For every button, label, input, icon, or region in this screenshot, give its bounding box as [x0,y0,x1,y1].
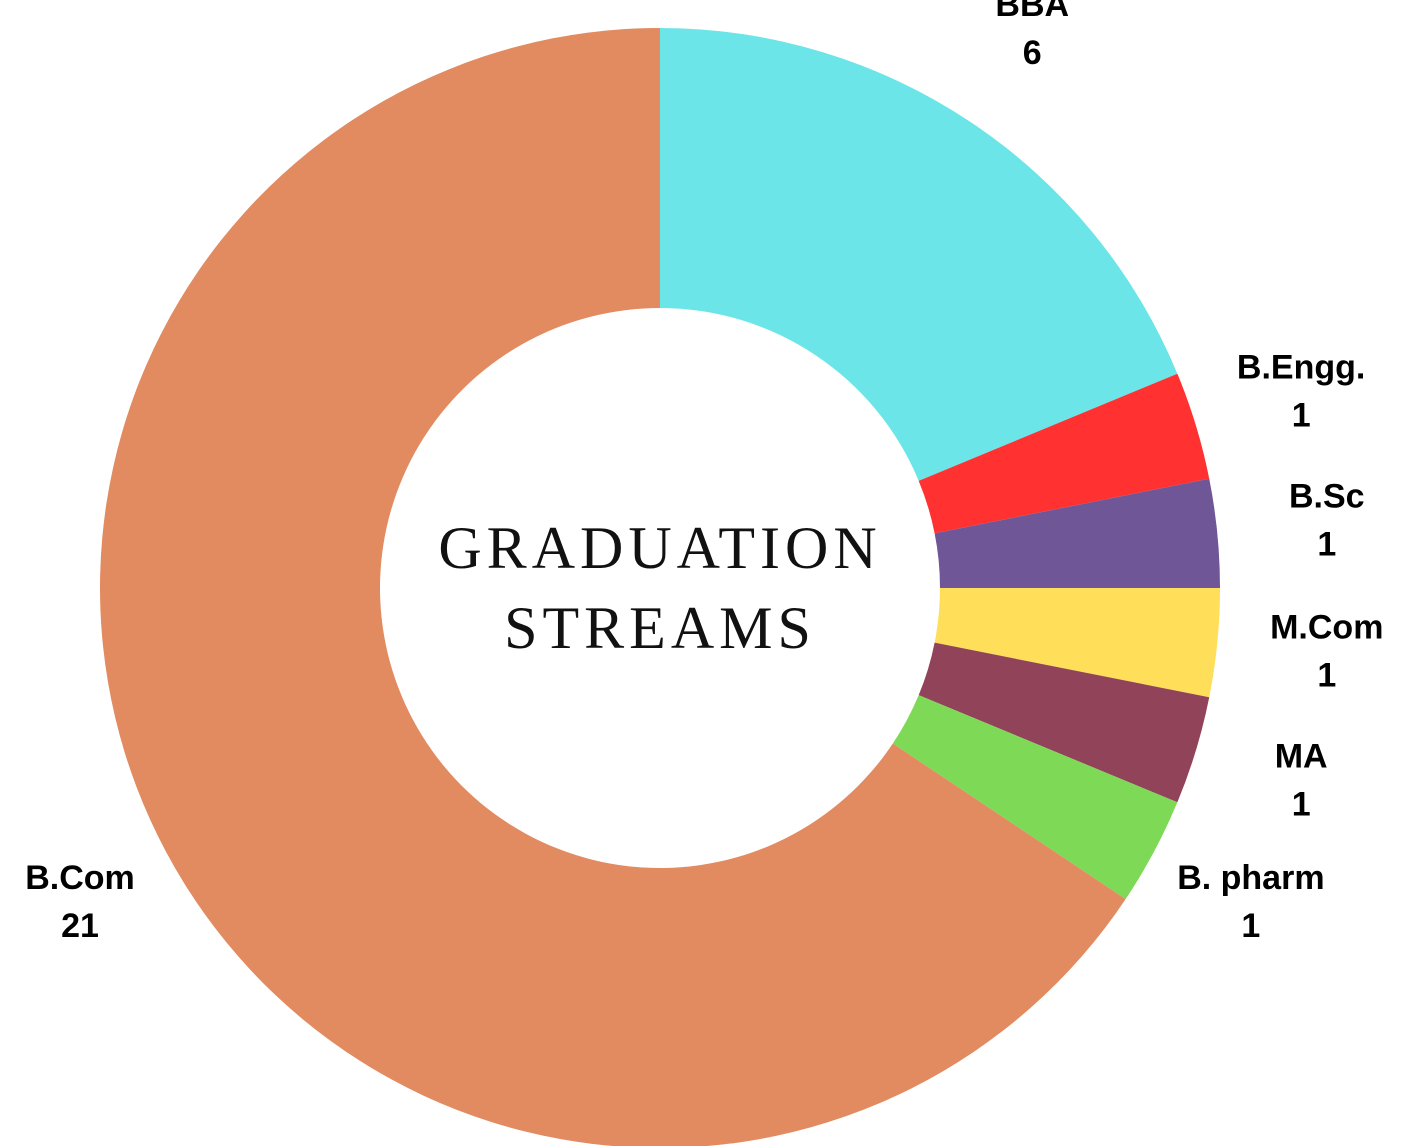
slice [660,28,1178,481]
slice-value: 6 [1023,34,1042,72]
slice-value: 1 [1241,907,1260,945]
slice [892,695,1178,900]
slice-value: 1 [1317,657,1336,695]
slice-value: 1 [1292,396,1311,434]
slice-value: 21 [61,907,99,945]
slice [99,28,1126,1146]
slice-label: M.Com [1270,609,1383,647]
slice-value: 1 [1292,785,1311,823]
slice [934,478,1220,588]
slice-label: MA [1275,737,1328,775]
slice-value: 1 [1317,525,1336,563]
slice-label: BBA [995,0,1069,24]
slice-label: B.Com [25,859,135,897]
slice-label: B.Engg. [1237,348,1365,386]
slice-label: B.Sc [1289,477,1365,515]
chart-title: GRADUATION STREAMS [438,515,882,661]
slice [918,373,1210,534]
slice [918,642,1210,803]
slice-label: B. pharm [1177,859,1324,897]
slice [934,588,1220,698]
